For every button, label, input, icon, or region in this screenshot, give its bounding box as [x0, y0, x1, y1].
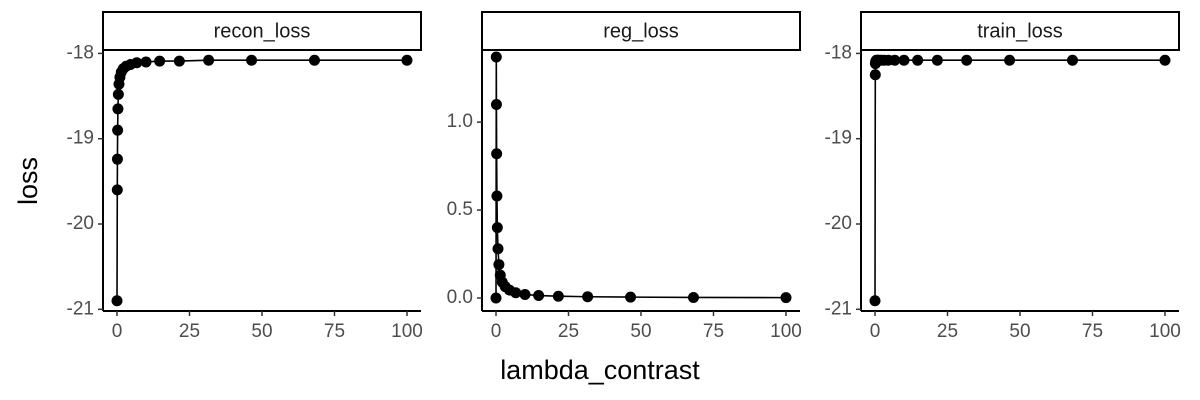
x-tick-label: 25: [558, 321, 579, 342]
x-tick-label: 100: [1149, 321, 1181, 342]
point: [1004, 54, 1016, 66]
point: [401, 54, 413, 66]
point: [111, 153, 123, 165]
y-tick-label: -20: [825, 213, 852, 234]
point: [625, 291, 637, 303]
x-tick-label: 75: [1082, 321, 1103, 342]
point: [552, 290, 564, 302]
x-tick-label: 50: [630, 321, 651, 342]
point: [493, 259, 505, 271]
strip-label: train_loss: [977, 20, 1063, 42]
x-tick-label: 75: [324, 321, 345, 342]
point: [889, 54, 901, 66]
y-tick-label: -18: [825, 42, 852, 63]
x-tick-label: 75: [703, 321, 724, 342]
point: [931, 54, 943, 66]
point: [491, 190, 503, 202]
point: [154, 55, 166, 67]
point: [111, 295, 123, 307]
point: [140, 56, 152, 68]
y-tick-label: -19: [825, 128, 852, 149]
strip-label: recon_loss: [214, 20, 311, 42]
point: [246, 54, 258, 66]
y-tick-label: -20: [67, 213, 94, 234]
y-tick-label: -19: [67, 128, 94, 149]
point: [898, 54, 910, 66]
point: [490, 51, 502, 63]
point: [112, 103, 124, 115]
y-tick-label: -21: [67, 298, 94, 319]
point: [1066, 54, 1078, 66]
line: [116, 59, 407, 301]
y-tick-label: -21: [825, 298, 852, 319]
point: [173, 55, 185, 67]
point: [112, 124, 124, 136]
point: [510, 287, 522, 299]
point: [111, 184, 123, 196]
strip: [481, 11, 801, 51]
x-tick-label: 50: [1009, 321, 1030, 342]
line: [495, 57, 786, 299]
strip: [102, 11, 422, 51]
line: [874, 59, 1165, 301]
y-tick-label: 0.0: [447, 287, 473, 308]
x-tick-label: 100: [770, 321, 802, 342]
point: [519, 288, 531, 300]
point: [869, 69, 881, 81]
point: [490, 99, 502, 111]
x-tick-label: 100: [391, 321, 423, 342]
point: [687, 291, 699, 303]
x-tick-label: 25: [179, 321, 200, 342]
x-tick-label: 50: [251, 321, 272, 342]
y-tick-label: -18: [67, 42, 94, 63]
y-tick-label: 1.0: [447, 111, 473, 132]
point: [582, 291, 594, 303]
x-tick-label: 0: [112, 321, 123, 342]
point: [869, 295, 881, 307]
strip: [860, 11, 1180, 51]
point: [112, 88, 124, 100]
point: [490, 292, 502, 304]
x-tick-label: 0: [870, 321, 881, 342]
point: [308, 54, 320, 66]
point: [961, 54, 973, 66]
y-tick-label: 0.5: [447, 199, 473, 220]
point: [492, 243, 504, 255]
point: [780, 292, 792, 304]
point: [491, 148, 503, 160]
y-axis-title: loss: [13, 157, 43, 205]
x-tick-label: 25: [937, 321, 958, 342]
x-tick-label: 0: [491, 321, 502, 342]
x-axis-title: lambda_contrast: [500, 355, 700, 385]
strip-label: reg_loss: [603, 20, 679, 42]
point: [203, 54, 215, 66]
point: [131, 57, 143, 69]
point: [912, 54, 924, 66]
point: [533, 290, 545, 302]
point: [491, 222, 503, 234]
point: [1159, 54, 1171, 66]
